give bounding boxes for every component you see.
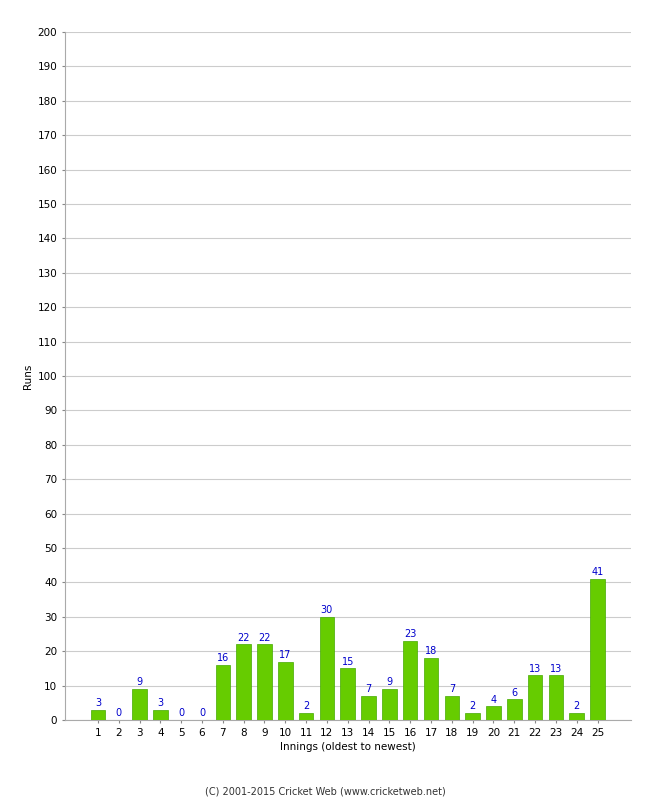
Text: (C) 2001-2015 Cricket Web (www.cricketweb.net): (C) 2001-2015 Cricket Web (www.cricketwe… [205, 786, 445, 796]
Text: 0: 0 [178, 708, 185, 718]
Text: 3: 3 [157, 698, 164, 708]
Bar [91, 710, 105, 720]
Bar [237, 644, 251, 720]
X-axis label: Innings (oldest to newest): Innings (oldest to newest) [280, 742, 415, 752]
Bar [528, 675, 542, 720]
Bar [424, 658, 438, 720]
Text: 9: 9 [386, 678, 393, 687]
Text: 18: 18 [425, 646, 437, 656]
Bar [445, 696, 459, 720]
Text: 2: 2 [303, 702, 309, 711]
Text: 2: 2 [469, 702, 476, 711]
Text: 0: 0 [116, 708, 122, 718]
Bar [278, 662, 292, 720]
Text: 7: 7 [448, 684, 455, 694]
Text: 7: 7 [365, 684, 372, 694]
Text: 17: 17 [279, 650, 291, 660]
Bar [299, 713, 313, 720]
Bar [569, 713, 584, 720]
Bar [507, 699, 521, 720]
Text: 22: 22 [258, 633, 271, 642]
Bar [320, 617, 334, 720]
Text: 9: 9 [136, 678, 143, 687]
Bar [257, 644, 272, 720]
Y-axis label: Runs: Runs [23, 363, 33, 389]
Bar [133, 689, 147, 720]
Text: 4: 4 [490, 694, 497, 705]
Text: 0: 0 [199, 708, 205, 718]
Bar [403, 641, 417, 720]
Bar [590, 579, 605, 720]
Bar [465, 713, 480, 720]
Text: 3: 3 [95, 698, 101, 708]
Text: 6: 6 [511, 688, 517, 698]
Text: 2: 2 [573, 702, 580, 711]
Text: 16: 16 [216, 654, 229, 663]
Text: 15: 15 [341, 657, 354, 666]
Bar [341, 669, 355, 720]
Text: 41: 41 [592, 567, 604, 578]
Text: 13: 13 [550, 663, 562, 674]
Text: 13: 13 [529, 663, 541, 674]
Bar [216, 665, 230, 720]
Bar [361, 696, 376, 720]
Bar [549, 675, 563, 720]
Bar [382, 689, 396, 720]
Bar [153, 710, 168, 720]
Text: 30: 30 [321, 605, 333, 615]
Text: 22: 22 [237, 633, 250, 642]
Text: 23: 23 [404, 629, 417, 639]
Bar [486, 706, 500, 720]
